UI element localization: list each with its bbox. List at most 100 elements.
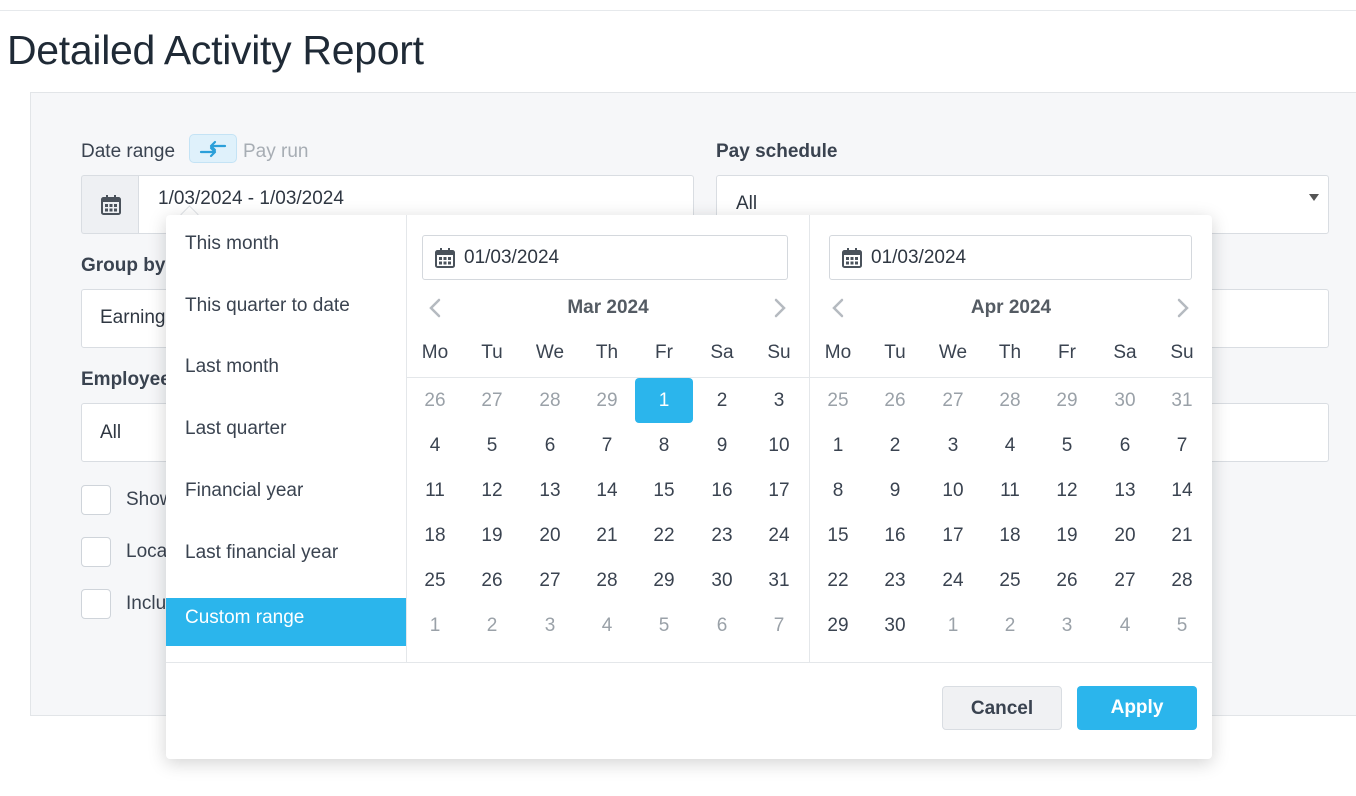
calendar-day[interactable]: 8 (658, 435, 670, 456)
calendar-day[interactable]: 9 (716, 435, 728, 456)
calendar-day[interactable]: 4 (429, 435, 441, 456)
calendar-day[interactable]: 1 (947, 615, 959, 636)
calendar-day[interactable]: 6 (716, 615, 728, 636)
calendar-day[interactable]: 15 (827, 525, 849, 546)
cancel-button[interactable]: Cancel (942, 686, 1062, 730)
calendar-day[interactable]: 7 (601, 435, 613, 456)
calendar-day[interactable]: 2 (1004, 615, 1016, 636)
calendar-day[interactable]: 17 (942, 525, 964, 546)
calendar-day[interactable]: 16 (884, 525, 906, 546)
calendar-day[interactable]: 30 (711, 570, 733, 591)
chevron-right-icon[interactable] (768, 297, 790, 319)
calendar-day[interactable]: 12 (481, 480, 503, 501)
calendar-day[interactable]: 24 (942, 570, 964, 591)
chevron-left-icon[interactable] (425, 297, 447, 319)
calendar-day[interactable]: 4 (1119, 615, 1131, 636)
end-date-input[interactable]: 01/03/2024 (829, 235, 1192, 280)
calendar-day[interactable]: 25 (999, 570, 1021, 591)
calendar-day[interactable]: 25 (827, 390, 849, 411)
calendar-day[interactable]: 4 (601, 615, 613, 636)
calendar-day[interactable]: 10 (942, 480, 964, 501)
calendar-day[interactable]: 19 (481, 525, 503, 546)
calendar-day[interactable]: 28 (596, 570, 618, 591)
calendar-day[interactable]: 1 (635, 378, 693, 423)
calendar-day[interactable]: 1 (832, 435, 844, 456)
calendar-day[interactable]: 3 (1061, 615, 1073, 636)
calendar-day[interactable]: 26 (1056, 570, 1078, 591)
calendar-day[interactable]: 22 (653, 525, 675, 546)
calendar-day[interactable]: 29 (1056, 390, 1078, 411)
calendar-day[interactable]: 6 (544, 435, 556, 456)
calendar-day[interactable]: 27 (481, 390, 503, 411)
calendar-day[interactable]: 27 (1114, 570, 1136, 591)
calendar-day[interactable]: 26 (481, 570, 503, 591)
calendar-day[interactable]: 31 (1171, 390, 1193, 411)
calendar-day[interactable]: 28 (1171, 570, 1193, 591)
calendar-day[interactable]: 21 (1171, 525, 1193, 546)
calendar-day[interactable]: 13 (539, 480, 561, 501)
calendar-day[interactable]: 2 (486, 615, 498, 636)
calendar-day[interactable]: 11 (425, 480, 445, 501)
calendar-day[interactable]: 18 (999, 525, 1021, 546)
calendar-day[interactable]: 8 (832, 480, 844, 501)
calendar-day[interactable]: 7 (1176, 435, 1188, 456)
date-range-calendar-button[interactable] (81, 175, 139, 234)
calendar-day[interactable]: 16 (711, 480, 733, 501)
pay-run-option[interactable]: Pay run (243, 141, 309, 162)
calendar-day[interactable]: 1 (429, 615, 441, 636)
calendar-day[interactable]: 2 (716, 390, 728, 411)
option-checkbox-3[interactable] (81, 589, 111, 619)
range-option[interactable]: This quarter to date (185, 294, 350, 316)
calendar-day[interactable]: 11 (1000, 480, 1020, 501)
calendar-day[interactable]: 12 (1056, 480, 1078, 501)
calendar-day[interactable]: 3 (544, 615, 556, 636)
calendar-day[interactable]: 20 (539, 525, 561, 546)
date-range-toggle[interactable] (189, 134, 237, 163)
apply-button[interactable]: Apply (1077, 686, 1197, 730)
calendar-day[interactable]: 29 (653, 570, 675, 591)
calendar-day[interactable]: 24 (768, 525, 790, 546)
calendar-day[interactable]: 5 (1176, 615, 1188, 636)
calendar-day[interactable]: 14 (1171, 480, 1193, 501)
calendar-day[interactable]: 28 (539, 390, 561, 411)
calendar-day[interactable]: 29 (596, 390, 618, 411)
calendar-day[interactable]: 9 (889, 480, 901, 501)
range-option[interactable]: Last month (185, 356, 279, 378)
range-option[interactable]: This month (185, 233, 279, 254)
option-checkbox-2[interactable] (81, 537, 111, 567)
calendar-day[interactable]: 4 (1004, 435, 1016, 456)
calendar-day[interactable]: 18 (424, 525, 446, 546)
calendar-day[interactable]: 27 (942, 390, 964, 411)
calendar-day[interactable]: 3 (773, 390, 785, 411)
calendar-day[interactable]: 21 (596, 525, 618, 546)
calendar-day[interactable]: 5 (1061, 435, 1073, 456)
calendar-day[interactable]: 23 (884, 570, 906, 591)
calendar-day[interactable]: 30 (884, 615, 906, 636)
calendar-day[interactable]: 5 (658, 615, 670, 636)
calendar-day[interactable]: 27 (539, 570, 561, 591)
range-option[interactable]: Last financial year (185, 541, 339, 563)
start-date-input[interactable]: 01/03/2024 (422, 235, 788, 280)
calendar-day[interactable]: 10 (768, 435, 790, 456)
calendar-day[interactable]: 20 (1114, 525, 1136, 546)
calendar-day[interactable]: 26 (884, 390, 906, 411)
calendar-day[interactable]: 13 (1114, 480, 1136, 501)
calendar-day[interactable]: 26 (424, 390, 446, 411)
calendar-day[interactable]: 14 (596, 480, 618, 501)
chevron-left-icon[interactable] (828, 297, 850, 319)
option-checkbox-1[interactable] (81, 485, 111, 515)
calendar-day[interactable]: 3 (947, 435, 959, 456)
calendar-day[interactable]: 29 (827, 615, 849, 636)
chevron-right-icon[interactable] (1171, 297, 1193, 319)
calendar-day[interactable]: 22 (827, 570, 849, 591)
calendar-day[interactable]: 23 (711, 525, 733, 546)
calendar-day[interactable]: 31 (768, 570, 790, 591)
calendar-day[interactable]: 25 (424, 570, 446, 591)
calendar-day[interactable]: 17 (768, 480, 790, 501)
calendar-day[interactable]: 5 (486, 435, 498, 456)
calendar-day[interactable]: 15 (653, 480, 675, 501)
calendar-day[interactable]: 30 (1114, 390, 1136, 411)
range-option[interactable]: Financial year (185, 479, 304, 501)
range-option[interactable]: Custom range (166, 598, 406, 646)
calendar-day[interactable]: 19 (1056, 525, 1078, 546)
